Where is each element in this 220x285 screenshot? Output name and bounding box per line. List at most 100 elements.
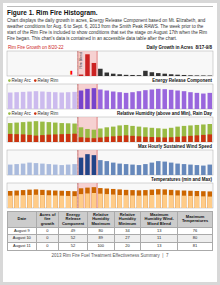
bar (47, 122, 52, 142)
annotation: Rim Blend (79, 52, 83, 69)
bar (162, 138, 167, 142)
bar (34, 76, 39, 77)
description: Chart displays the daily growth in acres… (7, 18, 213, 42)
bar (111, 136, 116, 142)
bar (85, 188, 90, 208)
bar (143, 190, 148, 208)
bar (156, 137, 161, 142)
bar (124, 125, 129, 142)
table-cell: 49 (59, 227, 88, 235)
fire-start-line (77, 150, 78, 175)
bar (40, 76, 45, 77)
bar (137, 196, 142, 208)
plot-background (7, 183, 213, 208)
bar (124, 164, 129, 175)
bar (143, 137, 148, 142)
plot-area (8, 183, 212, 208)
bar (117, 74, 122, 76)
annotation-marker: ▮ (70, 69, 73, 75)
bar (72, 124, 77, 142)
bar (21, 164, 26, 175)
bar (79, 158, 84, 175)
bar (188, 125, 193, 142)
table-cell: 0 (36, 235, 59, 243)
bar (79, 127, 84, 142)
bar (72, 196, 77, 208)
bar (156, 128, 161, 142)
bar (72, 164, 77, 175)
bar (59, 123, 64, 142)
bar (59, 165, 64, 175)
bar (8, 76, 13, 77)
plot-area (8, 150, 212, 175)
bar (111, 189, 116, 208)
panel-title: Relative Humidity (above and Min), Rain … (117, 111, 213, 116)
table-cell: 81 (178, 242, 213, 250)
bar (59, 134, 64, 142)
bar (92, 193, 97, 208)
table-header: Date (8, 212, 37, 228)
bar (53, 134, 58, 142)
bar (79, 194, 84, 208)
bar (117, 195, 122, 208)
plot-area (78, 51, 212, 76)
charts: Daily Growth in Acres 8/17-9/8Rim Fire G… (7, 44, 213, 209)
legend-marker (34, 79, 37, 82)
fire-start-line (77, 84, 78, 109)
table-head: DateAcres of fire growthEnergy Release C… (8, 212, 213, 228)
bar (201, 166, 206, 175)
bar (188, 165, 193, 175)
bar (117, 164, 122, 175)
bar (92, 155, 97, 175)
bar (124, 190, 129, 208)
bar (150, 90, 155, 109)
table-cell: 76 (178, 227, 213, 235)
bar (8, 196, 13, 208)
bar (79, 75, 84, 76)
bar (72, 134, 77, 142)
bar (201, 94, 206, 109)
bar (150, 72, 155, 76)
bar (124, 93, 129, 109)
bar (85, 54, 90, 76)
bar (59, 93, 64, 109)
bar (150, 137, 155, 142)
bar (105, 189, 110, 208)
bar (130, 75, 135, 76)
bar (40, 164, 45, 175)
bar (195, 191, 200, 208)
bar (8, 93, 13, 109)
bar (111, 92, 116, 109)
bar (111, 74, 116, 76)
bar (14, 123, 19, 142)
bar (130, 126, 135, 142)
table-cell: 0 (36, 242, 59, 250)
bar (188, 191, 193, 208)
bar (72, 191, 77, 208)
bar (72, 76, 77, 77)
bar (8, 134, 13, 142)
fire-start-line (77, 51, 78, 76)
bar (92, 63, 97, 76)
bar (162, 89, 167, 109)
highlight-band (78, 117, 97, 142)
panel: Relative Humidity (above and Min), Rain … (7, 111, 213, 142)
bar (124, 195, 129, 208)
bar (14, 92, 19, 109)
bar (27, 163, 32, 175)
bar (208, 191, 213, 208)
page-body: Figure 1. Rim Fire Histogram.Chart displ… (0, 0, 220, 285)
bar (105, 194, 110, 208)
table-row: August 904980341376 (8, 227, 213, 235)
bar (27, 195, 32, 208)
bar (21, 190, 26, 208)
table-header: Relative Humidity Maximum (87, 212, 114, 228)
highlight-edge (97, 117, 98, 142)
bar (14, 134, 19, 142)
bar (175, 75, 180, 76)
bar (162, 195, 167, 208)
bar (14, 195, 19, 208)
panel-title: Daily Growth in Acres 8/17-9/8 (146, 45, 212, 50)
bar (208, 93, 213, 109)
bar (21, 122, 26, 142)
